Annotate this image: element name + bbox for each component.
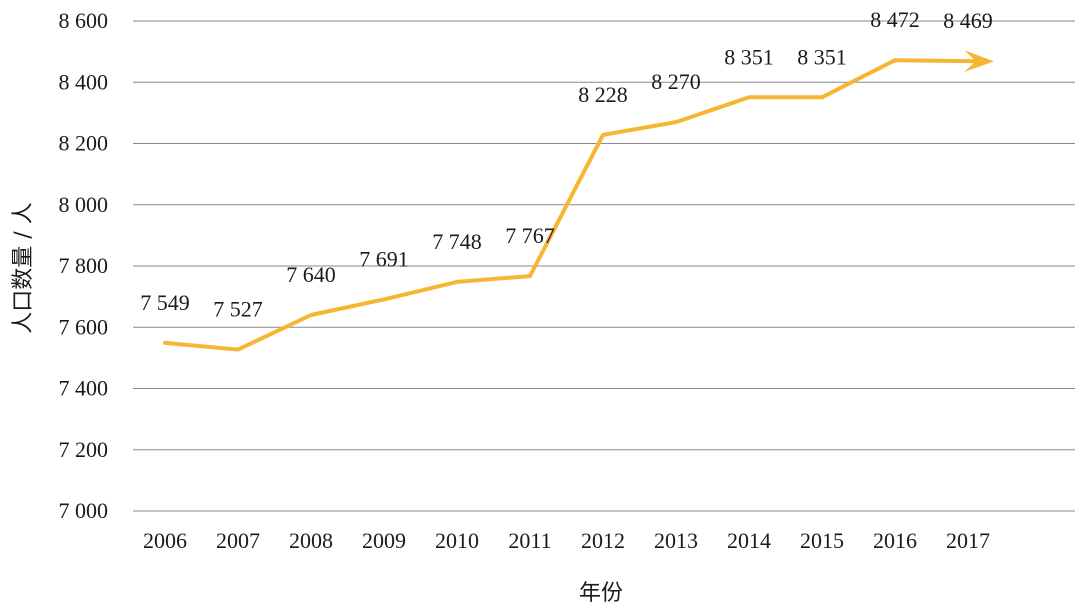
x-tick-label: 2006 bbox=[143, 528, 187, 553]
grid-lines bbox=[133, 20, 1075, 512]
data-label: 8 351 bbox=[724, 44, 774, 69]
y-axis-tick-labels: 7 000 7 200 7 400 7 600 7 800 8 000 8 200 8 400… bbox=[59, 8, 109, 523]
data-label: 7 549 bbox=[140, 290, 190, 315]
data-label: 7 691 bbox=[359, 246, 409, 271]
series-line bbox=[163, 58, 970, 352]
x-tick-label: 2009 bbox=[362, 528, 406, 553]
y-tick-label: 7 400 bbox=[59, 376, 109, 401]
data-label: 7 527 bbox=[213, 297, 263, 322]
y-axis-title: 人口数量 / 人 bbox=[11, 202, 36, 333]
x-axis-title: 年份 bbox=[579, 581, 623, 606]
y-tick-label: 8 000 bbox=[59, 192, 109, 217]
y-tick-label: 7 800 bbox=[59, 253, 109, 278]
data-label: 7 767 bbox=[505, 223, 555, 248]
x-tick-label: 2013 bbox=[654, 528, 698, 553]
data-label: 7 748 bbox=[432, 229, 482, 254]
x-tick-label: 2010 bbox=[435, 528, 479, 553]
y-tick-label: 8 400 bbox=[59, 69, 109, 94]
x-tick-label: 2015 bbox=[800, 528, 844, 553]
data-label: 7 640 bbox=[286, 262, 336, 287]
y-tick-label: 8 200 bbox=[59, 131, 109, 156]
data-label: 8 469 bbox=[943, 8, 993, 33]
x-tick-label: 2012 bbox=[581, 528, 625, 553]
y-tick-label: 7 000 bbox=[59, 498, 109, 523]
data-label: 8 351 bbox=[797, 44, 847, 69]
x-tick-label: 2008 bbox=[289, 528, 333, 553]
data-label: 8 270 bbox=[651, 69, 701, 94]
x-tick-label: 2017 bbox=[946, 528, 990, 553]
x-tick-label: 2007 bbox=[216, 528, 260, 553]
x-tick-label: 2014 bbox=[727, 528, 771, 553]
y-tick-label: 7 600 bbox=[59, 314, 109, 339]
series-line-group bbox=[163, 50, 994, 352]
x-tick-label: 2011 bbox=[508, 528, 551, 553]
x-axis-tick-labels: 2006 2007 2008 2009 2010 2011 2012 2013 2014 2015… bbox=[143, 528, 990, 553]
y-tick-label: 8 600 bbox=[59, 8, 109, 33]
data-labels: 7 549 7 527 7 640 7 691 7 748 7 767 8 228 8 270… bbox=[140, 7, 993, 321]
x-tick-label: 2016 bbox=[873, 528, 917, 553]
data-label: 8 228 bbox=[578, 82, 628, 107]
y-tick-label: 7 200 bbox=[59, 437, 109, 462]
data-label: 8 472 bbox=[870, 7, 920, 32]
arrow-head bbox=[963, 50, 994, 73]
